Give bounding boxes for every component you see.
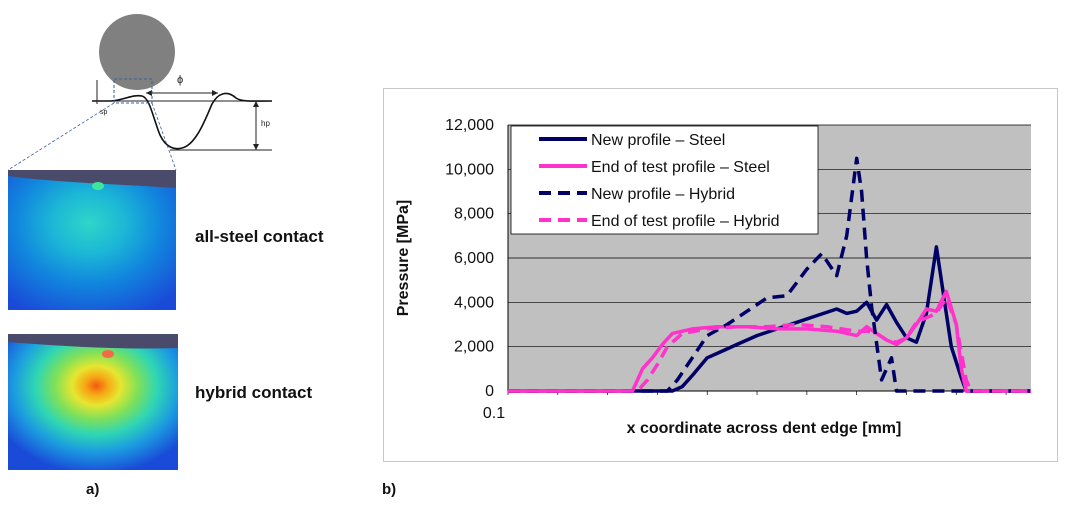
chart-frame: 0 2,000 4,000 6,000 8,000 10,000 12,000 0.1 x co… [383,88,1058,462]
dent-schematic: ϕ sp hp [7,14,273,470]
ball [99,14,175,90]
dent-profile [92,92,273,150]
series-line-3 [508,156,1031,393]
legend [510,125,819,235]
h-label: hp [261,119,270,128]
legend-label-3: New profile – Hybrid [591,186,735,203]
y-axis-title: Pressure [MPa] [395,200,412,317]
s-label: sp [100,109,108,116]
x-tick-label: 0.1 [483,405,505,422]
panel-b-label: b) [382,481,397,498]
legend-label-1: New profile – Steel [591,132,725,149]
x-axis-title: x coordinate across dent edge [mm] [627,420,902,437]
pressure-chart: 0 2,000 4,000 6,000 8,000 10,000 12,000 0.1 x co… [395,117,1031,437]
y-tick-label: 2,000 [454,339,494,356]
series-line-4 [508,296,1031,393]
y-tick-label: 0 [485,383,494,400]
hybrid-fe-plot [8,334,178,470]
legend-label-4: End of test profile – Hybrid [591,213,780,230]
panel-a: ϕ sp hp [0,0,380,512]
y-tick-label: 4,000 [454,294,494,311]
series-line-2 [508,289,1031,393]
y-tick-label: 10,000 [445,161,494,178]
series-line-1 [508,245,1031,393]
legend-label-2: End of test profile – Steel [591,159,770,176]
zoom-box [113,78,153,104]
steel-fe-plot [8,170,176,310]
all-steel-contact-label: all-steel contact [195,227,324,246]
phi-label: ϕ [177,74,183,86]
hybrid-contact-label: hybrid contact [195,383,313,402]
y-tick-label: 6,000 [454,250,494,267]
panel-a-label: a) [86,481,100,498]
y-tick-label: 8,000 [454,206,494,223]
y-tick-label: 12,000 [445,117,494,134]
